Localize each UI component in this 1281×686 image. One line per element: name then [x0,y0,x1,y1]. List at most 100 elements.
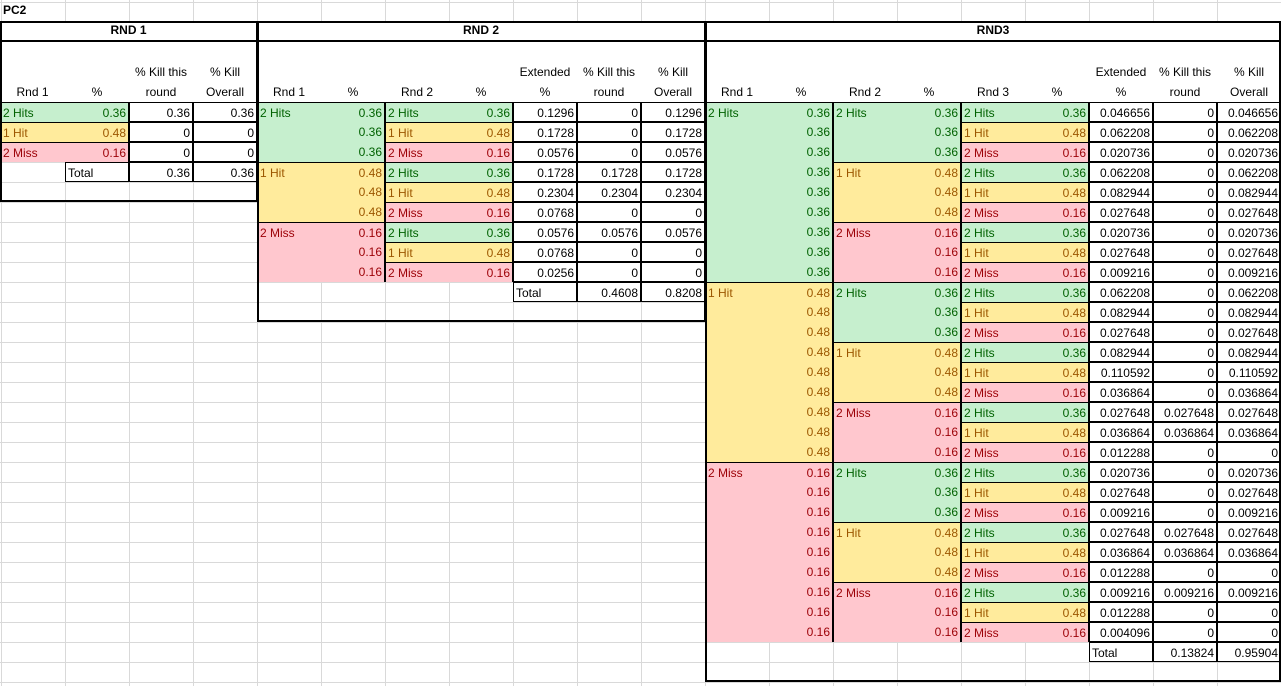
value-cell: 0 [1153,202,1217,222]
value-cell: 0.16 [1025,202,1089,222]
value-cell: 0.36 [1025,282,1089,302]
value-cell: 0.036864 [1089,422,1153,442]
value-cell: 0.1728 [513,122,577,142]
label-cell: 2 Hits [385,102,449,122]
label-cell: 2 Miss [833,222,897,242]
label-cell [705,362,769,382]
label-cell [705,402,769,422]
value-cell: 0.027648 [1089,402,1153,422]
column-header: Rnd 1 [705,42,769,102]
value-cell: 0.062208 [1089,282,1153,302]
value-cell: 0 [1153,382,1217,402]
total-value: 0.4608 [577,282,641,302]
value-cell: 0.16 [769,502,833,522]
value-cell: 0 [193,142,257,162]
value-cell: 0.009216 [1089,582,1153,602]
column-header: % [1025,42,1089,102]
value-cell: 0 [1153,182,1217,202]
column-header: % Kill this round [577,42,641,102]
label-cell [257,142,321,162]
value-cell: 0 [1153,322,1217,342]
value-cell: 0.36 [897,142,961,162]
value-cell: 0.027648 [1089,522,1153,542]
label-cell [257,182,321,202]
label-cell: 2 Hits [833,462,897,482]
label-cell: 2 Miss [961,322,1025,342]
value-cell: 0.062208 [1217,162,1281,182]
value-cell: 0 [129,142,193,162]
label-cell [705,122,769,142]
label-cell: 2 Hits [833,282,897,302]
value-cell: 0.16 [897,442,961,462]
value-cell: 0.48 [897,202,961,222]
label-cell [705,342,769,362]
value-cell: 0.36 [769,102,833,122]
value-cell: 0.036864 [1217,542,1281,562]
value-cell: 0.48 [449,122,513,142]
value-cell: 0 [1153,502,1217,522]
value-cell: 0.48 [769,442,833,462]
label-cell: 1 Hit [385,182,449,202]
value-cell: 0.16 [897,402,961,422]
value-cell: 0.027648 [1153,522,1217,542]
label-cell: 1 Hit [961,542,1025,562]
value-cell: 0 [1153,342,1217,362]
value-cell: 0.2304 [577,182,641,202]
label-cell: 1 Hit [961,302,1025,322]
value-cell: 0.16 [769,562,833,582]
value-cell: 0.16 [769,482,833,502]
label-cell [705,142,769,162]
column-header: % [65,42,129,102]
label-cell: 2 Hits [385,222,449,242]
value-cell: 0.48 [769,342,833,362]
value-cell: 0.009216 [1153,582,1217,602]
value-cell: 0.012288 [1089,562,1153,582]
label-cell [833,602,897,622]
sheet-title: PC2 [3,3,27,17]
column-header: % [769,42,833,102]
label-cell: 2 Hits [0,102,65,122]
value-cell: 0.027648 [1217,202,1281,222]
label-cell [833,482,897,502]
label-cell: 2 Hits [961,222,1025,242]
label-cell: 2 Hits [961,582,1025,602]
value-cell: 0 [1153,302,1217,322]
value-cell: 0.1728 [641,122,705,142]
value-cell: 0.48 [321,202,385,222]
label-cell: 1 Hit [961,242,1025,262]
value-cell: 0.36 [1025,102,1089,122]
value-cell: 0.48 [65,122,129,142]
value-cell: 0.036864 [1153,422,1217,442]
value-cell: 0.16 [769,462,833,482]
label-cell: 2 Miss [961,262,1025,282]
value-cell: 0 [1153,362,1217,382]
label-cell [257,242,321,262]
column-header: Rnd 3 [961,42,1025,102]
value-cell: 0 [577,242,641,262]
label-cell [833,202,897,222]
value-cell: 0.36 [65,102,129,122]
value-cell: 0.48 [769,382,833,402]
column-header: Rnd 1 [257,42,321,102]
label-cell [705,542,769,562]
value-cell: 0.36 [449,162,513,182]
column-header: % Kill Overall [193,42,257,102]
value-cell: 0.009216 [1217,262,1281,282]
value-cell: 0.16 [897,222,961,242]
value-cell: 0.48 [1025,602,1089,622]
label-cell [705,482,769,502]
value-cell: 0.0768 [513,202,577,222]
label-cell: 2 Miss [833,582,897,602]
value-cell: 0 [577,102,641,122]
value-cell: 0.36 [129,102,193,122]
label-cell: 1 Hit [833,162,897,182]
value-cell: 0.2304 [513,182,577,202]
value-cell: 0.1296 [641,102,705,122]
column-header: % [897,42,961,102]
section-header: RND3 [705,21,1281,42]
value-cell: 0.36 [897,462,961,482]
label-cell [705,522,769,542]
value-cell: 0.16 [897,422,961,442]
label-cell: 2 Miss [0,142,65,162]
value-cell: 0.36 [897,302,961,322]
